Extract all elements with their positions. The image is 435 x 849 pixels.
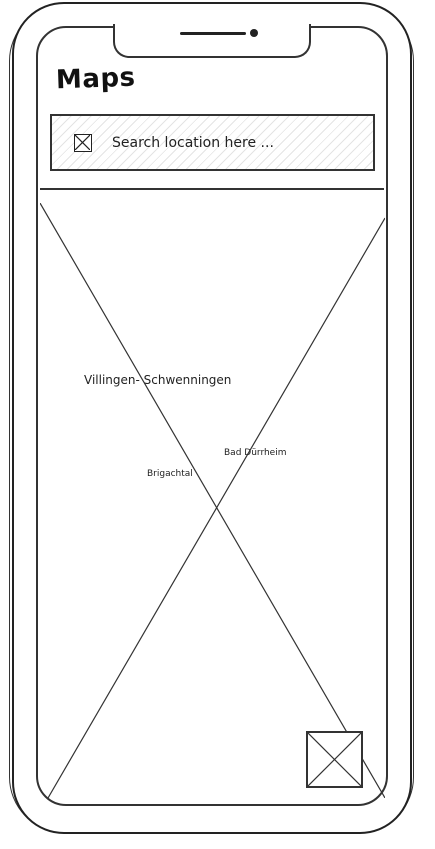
map-placeholder-cross [40,203,385,798]
search-bar[interactable] [50,114,375,171]
locate-button[interactable] [306,731,363,788]
map-label-brigachtal[interactable]: Brigachtal [147,469,193,479]
search-input[interactable] [112,132,362,154]
map-label-villingen-schwenningen[interactable]: Villingen- Schwenningen [84,373,232,387]
speaker-icon [180,32,246,35]
map-label-bad-durrheim[interactable]: Bad Dürrheim [224,448,287,458]
header-divider [40,188,384,190]
camera-icon [250,29,258,37]
page-title: Maps [55,62,137,96]
phone-notch [113,24,311,58]
image-placeholder-icon [308,733,361,786]
image-placeholder-icon [74,134,92,152]
map-view[interactable]: Villingen- Schwenningen Bad Dürrheim Bri… [40,203,385,798]
